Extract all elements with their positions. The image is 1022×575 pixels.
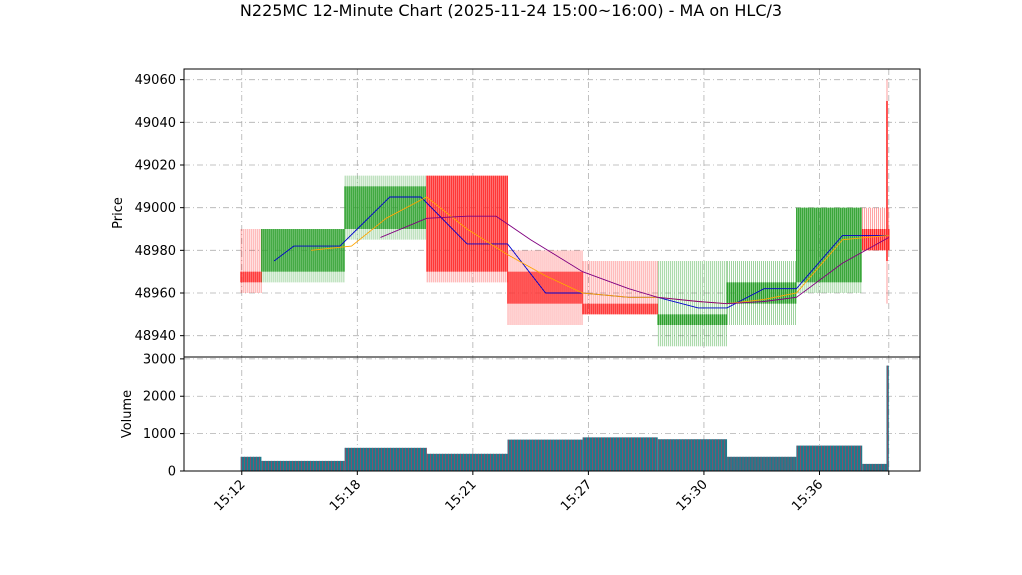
candle-8 <box>726 261 797 325</box>
volume-tick-label: 1000 <box>143 427 176 442</box>
volume-bar-11 <box>886 365 889 471</box>
volume-bar-fill <box>261 460 345 471</box>
volume-panel-frame <box>183 356 921 472</box>
volume-bar-fill <box>507 439 583 471</box>
candle-1 <box>240 229 262 293</box>
volume-bars <box>240 365 889 471</box>
x-tick-label: 15:18 <box>327 477 364 514</box>
price-tick-label: 48940 <box>135 329 176 344</box>
volume-bar-7 <box>657 439 728 471</box>
price-axis-label: Price <box>111 197 126 229</box>
price-tick-label: 49040 <box>135 116 176 131</box>
chart-title: N225MC 12-Minute Chart (2025-11-24 15:00… <box>240 1 782 20</box>
candle-10 <box>861 207 890 251</box>
ma-line-1 <box>273 196 889 309</box>
candle-2 <box>261 229 345 283</box>
volume-tick-label: 0 <box>168 465 176 480</box>
price-tick-label: 48960 <box>135 287 176 302</box>
price-tick-label: 49000 <box>135 201 176 216</box>
candle-5 <box>507 250 583 325</box>
volume-bar-fill <box>582 437 658 471</box>
x-tick-label: 15:30 <box>674 477 711 514</box>
volume-bar-fill <box>426 453 508 471</box>
candles <box>240 79 890 347</box>
volume-bar-3 <box>344 447 427 471</box>
price-tick-label: 49060 <box>135 73 176 88</box>
candle-3 <box>344 175 426 240</box>
ma-line-2 <box>311 196 889 305</box>
volume-bar-1 <box>240 456 262 471</box>
volume-bar-fill <box>727 456 797 471</box>
volume-bar-fill <box>344 447 427 471</box>
x-tick-label: 15:36 <box>789 477 826 514</box>
candle-4 <box>426 175 508 283</box>
volume-bar-2 <box>261 460 345 471</box>
volume-bar-fill <box>240 456 262 471</box>
ma-line-3 <box>380 215 890 305</box>
volume-bar-5 <box>507 439 583 471</box>
price-y-ticks: 48940 48960 48980 49000 49020 49040 49060 <box>135 73 184 344</box>
price-tick-label: 48980 <box>135 244 176 259</box>
volume-bar-10 <box>862 463 887 471</box>
volume-bar-fill <box>657 439 728 471</box>
candle-7 <box>657 261 728 347</box>
volume-tick-label: 2000 <box>143 390 176 405</box>
volume-y-ticks: 0 1000 2000 3000 <box>143 352 184 480</box>
candle-6 <box>582 261 658 315</box>
volume-bar-9 <box>796 445 863 471</box>
x-tick-label: 15:21 <box>443 477 480 514</box>
volume-tick-label: 3000 <box>143 352 176 367</box>
x-tick-label: 15:12 <box>211 477 248 514</box>
volume-bar-4 <box>426 453 508 471</box>
moving-average-lines <box>273 196 890 309</box>
volume-axis-label: Volume <box>120 390 135 438</box>
x-tick-label: 15:27 <box>558 477 595 514</box>
candle-9 <box>796 207 862 293</box>
volume-bar-6 <box>582 437 658 471</box>
volume-bar-8 <box>727 456 797 471</box>
x-ticks: 15:12 15:18 15:21 15:27 15:30 15:36 <box>211 471 890 514</box>
volume-bar-fill <box>862 463 887 471</box>
price-tick-label: 49020 <box>135 159 176 174</box>
